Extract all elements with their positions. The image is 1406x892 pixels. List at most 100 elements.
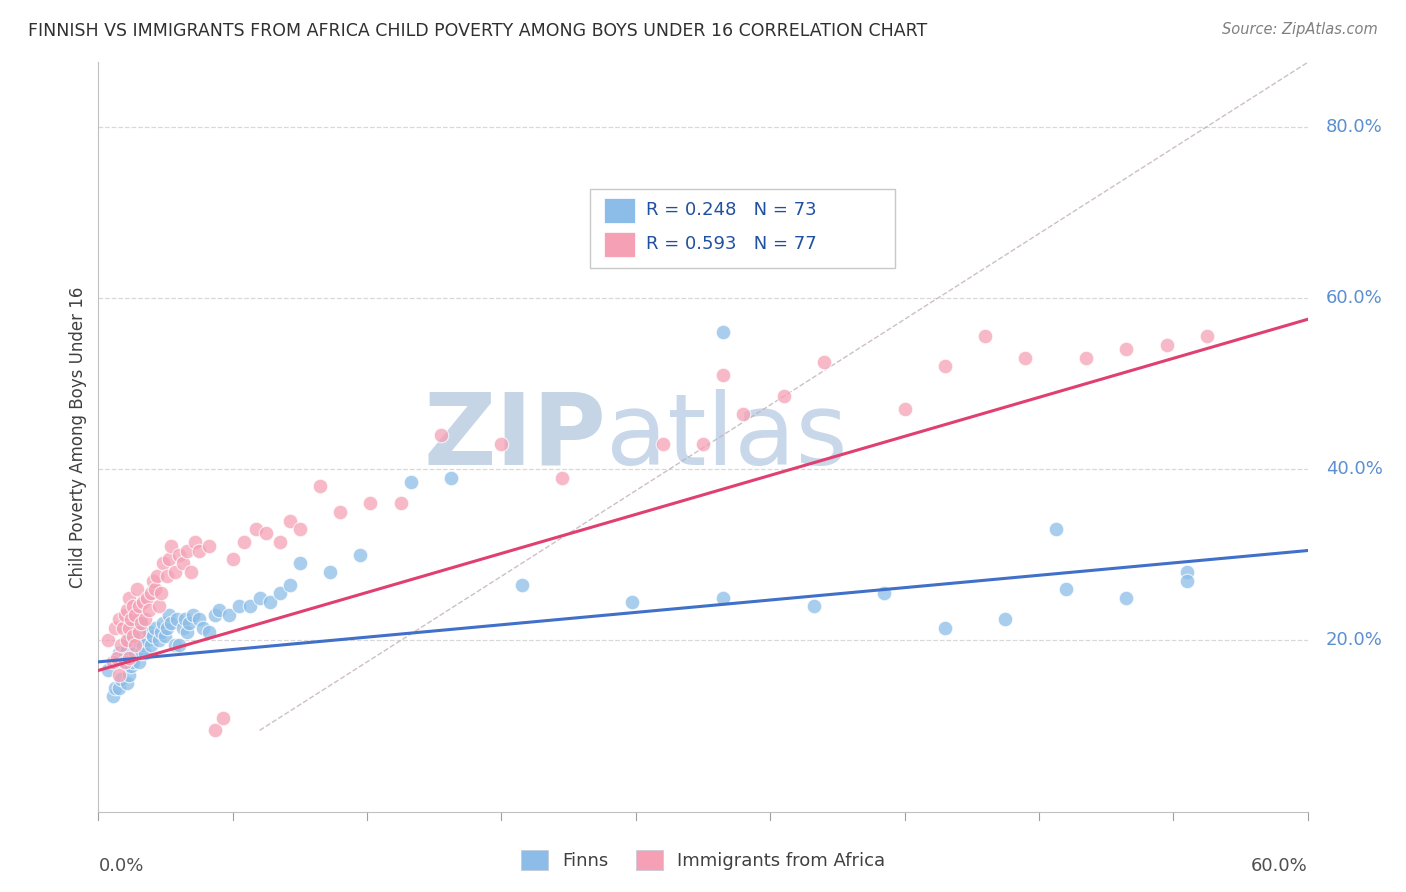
Point (125, 582, 148, 596)
Point (228, 599, 250, 614)
Point (125, 633, 148, 648)
Text: 60.0%: 60.0% (1326, 289, 1382, 307)
Point (115, 642, 138, 657)
Point (146, 569, 169, 583)
Point (118, 650, 141, 665)
Point (430, 428, 453, 442)
Point (269, 586, 291, 600)
Point (309, 479, 332, 493)
Point (218, 607, 240, 622)
Point (1195, 329, 1218, 343)
Point (115, 603, 138, 617)
Point (288, 522, 311, 536)
Point (163, 638, 186, 652)
Point (176, 543, 198, 558)
Point (803, 599, 825, 614)
Point (111, 621, 134, 635)
Point (212, 710, 235, 724)
Point (1045, 522, 1067, 536)
Point (134, 612, 156, 626)
Point (160, 539, 183, 553)
Point (1175, 565, 1198, 579)
Point (259, 595, 281, 609)
Point (360, 496, 382, 510)
Point (208, 603, 231, 617)
Point (129, 646, 152, 660)
Point (254, 526, 277, 541)
Point (621, 595, 644, 609)
Point (245, 522, 267, 536)
Point (934, 621, 956, 635)
Point (156, 621, 179, 635)
Point (129, 612, 152, 626)
Point (149, 586, 172, 600)
Point (440, 471, 463, 485)
Point (139, 638, 162, 652)
Point (1156, 338, 1178, 352)
Point (188, 612, 211, 626)
Point (115, 676, 138, 690)
Point (103, 621, 125, 635)
Point (167, 638, 190, 652)
Point (128, 624, 150, 639)
Point (124, 616, 146, 631)
Point (176, 624, 198, 639)
Point (153, 629, 176, 643)
Y-axis label: Child Poverty Among Boys Under 16: Child Poverty Among Boys Under 16 (69, 286, 87, 588)
Point (1115, 591, 1137, 605)
Point (143, 582, 166, 596)
Point (893, 402, 915, 417)
Text: Source: ZipAtlas.com: Source: ZipAtlas.com (1222, 22, 1378, 37)
Point (107, 667, 129, 681)
Point (118, 667, 141, 681)
Text: ZIP: ZIP (423, 389, 606, 485)
Point (179, 616, 201, 631)
Point (114, 655, 136, 669)
Point (692, 436, 714, 450)
Text: R = 0.593   N = 77: R = 0.593 N = 77 (647, 235, 817, 253)
Point (184, 535, 207, 549)
Point (148, 633, 170, 648)
Point (107, 681, 129, 695)
Point (120, 659, 142, 673)
Point (269, 535, 291, 549)
Point (174, 612, 197, 626)
Point (128, 655, 150, 669)
Point (124, 646, 146, 660)
Point (198, 539, 221, 553)
Point (180, 565, 202, 579)
Point (132, 595, 155, 609)
Point (121, 655, 143, 669)
Text: 60.0%: 60.0% (1251, 856, 1308, 875)
Point (389, 496, 412, 510)
Point (115, 633, 138, 648)
Point (114, 607, 136, 622)
Text: FINNISH VS IMMIGRANTS FROM AFRICA CHILD POVERTY AMONG BOYS UNDER 16 CORRELATION : FINNISH VS IMMIGRANTS FROM AFRICA CHILD … (28, 22, 928, 40)
Point (222, 552, 245, 566)
Point (772, 389, 794, 403)
Point (510, 578, 533, 592)
Point (1054, 582, 1077, 596)
Point (139, 586, 162, 600)
Point (329, 505, 352, 519)
Point (163, 565, 186, 579)
Point (349, 548, 371, 562)
Point (193, 621, 215, 635)
Point (111, 655, 134, 669)
Point (128, 621, 150, 635)
Text: 40.0%: 40.0% (1326, 460, 1382, 478)
Point (204, 607, 226, 622)
Point (135, 633, 157, 648)
Legend: Finns, Immigrants from Africa: Finns, Immigrants from Africa (513, 842, 893, 878)
Point (103, 681, 125, 695)
Point (319, 565, 342, 579)
Point (157, 552, 180, 566)
Point (602, 210, 624, 224)
Point (813, 355, 835, 369)
Point (651, 436, 673, 450)
Point (278, 578, 301, 592)
Point (149, 624, 172, 639)
Text: 80.0%: 80.0% (1326, 118, 1382, 136)
Point (134, 646, 156, 660)
Point (1074, 351, 1097, 365)
